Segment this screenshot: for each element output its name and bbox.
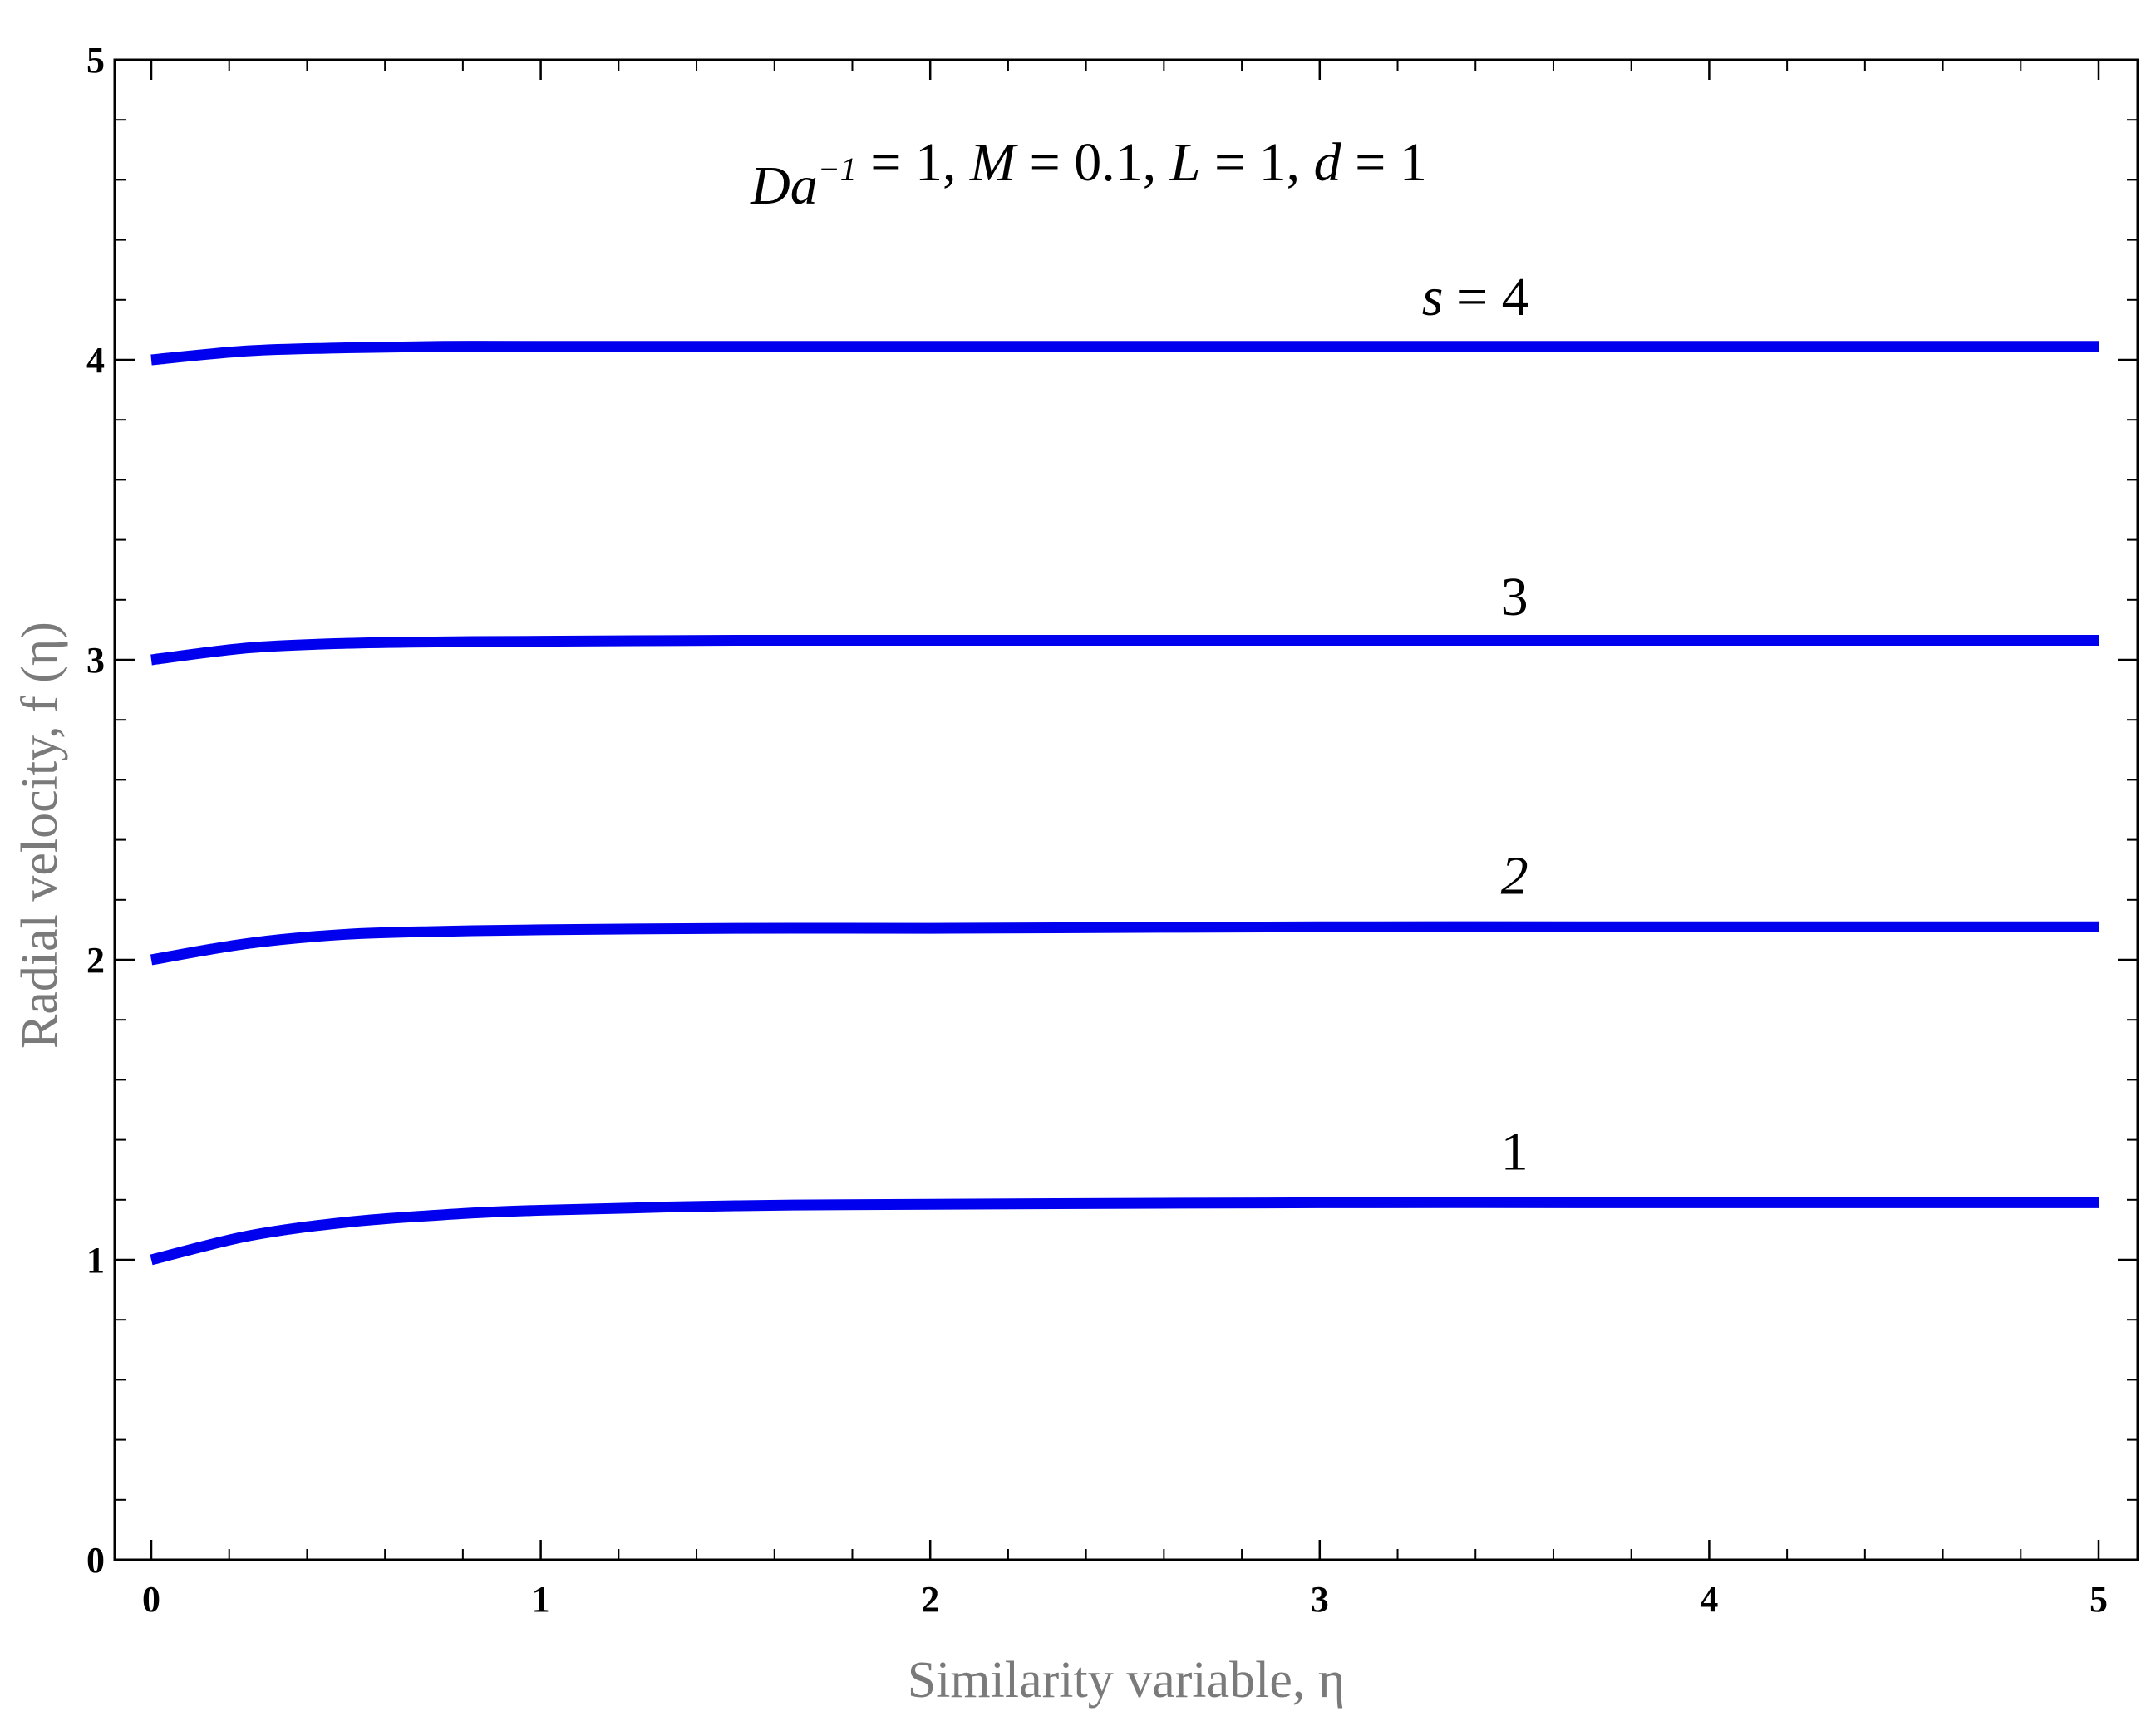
series-label: s = 4 (1422, 267, 1529, 327)
y-tick-label: 5 (86, 40, 105, 81)
series-label: 3 (1501, 567, 1528, 627)
y-tick-label: 2 (86, 940, 105, 981)
x-tick-label: 3 (1311, 1579, 1329, 1620)
series-label: 1 (1501, 1122, 1528, 1183)
y-tick-label: 3 (86, 640, 105, 681)
axis-tick-labels: 0 1 2 3 4 5 0 1 2 3 4 5 (86, 40, 2108, 1620)
x-axis-title: Similarity variable, η (908, 1652, 1346, 1709)
plot-border (113, 58, 2139, 1561)
x-tick-label: 2 (921, 1579, 939, 1620)
series-line (150, 634, 2099, 666)
x-tick-label: 1 (532, 1579, 550, 1620)
series-line (150, 921, 2099, 966)
parameter-annotation: Da−1 = 1, M = 0.1, L = 1, d = 1 (750, 132, 1427, 216)
series-line (150, 341, 2099, 366)
series-curves (150, 341, 2099, 1266)
y-tick-label: 4 (86, 340, 105, 381)
series-line (150, 1197, 2099, 1266)
plot-frame (113, 58, 2139, 1561)
x-tick-label: 0 (142, 1579, 160, 1620)
y-axis-title: Radial velocity, f (η) (12, 622, 68, 1049)
x-tick-label: 5 (2090, 1579, 2108, 1620)
y-tick-label: 1 (86, 1240, 105, 1281)
series-labels: 1 2 3 s = 4 (1422, 267, 1529, 1183)
axis-ticks (115, 58, 2138, 1561)
x-tick-label: 4 (1700, 1579, 1718, 1620)
series-label: 2 (1501, 846, 1528, 907)
y-tick-label: 0 (86, 1540, 105, 1581)
